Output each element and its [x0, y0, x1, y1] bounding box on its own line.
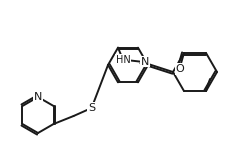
- Text: N: N: [34, 92, 42, 102]
- Text: O: O: [176, 64, 184, 74]
- Text: HN: HN: [116, 55, 130, 65]
- Text: S: S: [88, 103, 95, 113]
- Text: N: N: [141, 57, 149, 67]
